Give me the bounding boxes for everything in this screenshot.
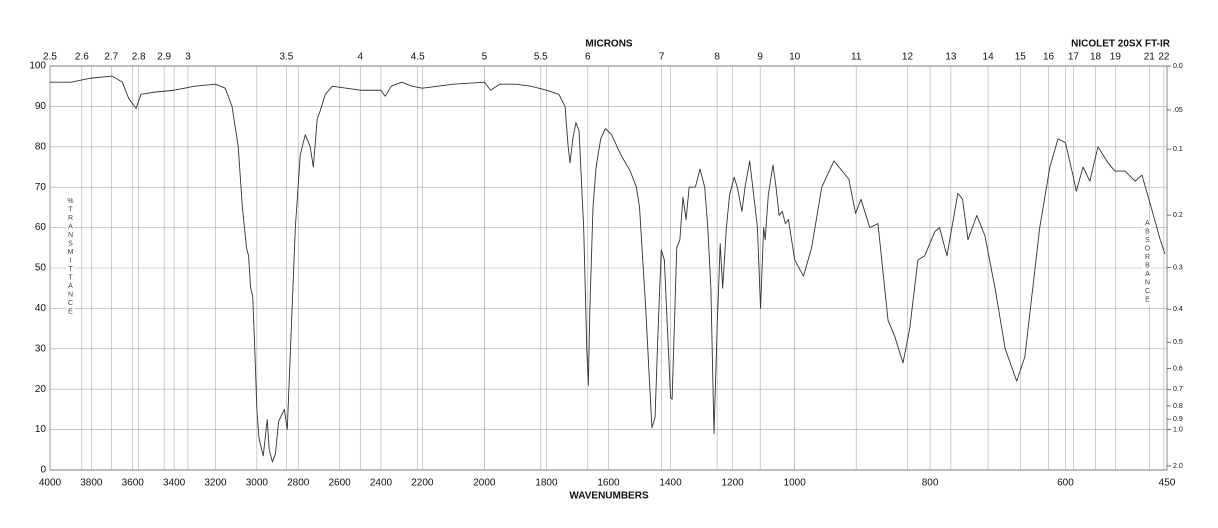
y2-tick-label: .05 [1173, 107, 1183, 114]
y-tick-label: 60 [35, 222, 47, 233]
x2-tick-label: 22 [1158, 52, 1170, 63]
x2-tick-label: 19 [1110, 52, 1122, 63]
y2-tick-label: 0.9 [1173, 416, 1183, 423]
x-tick-label: 800 [922, 478, 939, 489]
x2-tick-label: 6 [585, 52, 591, 63]
x-tick-label: 1600 [597, 478, 620, 489]
y2-tick-label: 0.4 [1173, 306, 1183, 313]
y2-tick-label: 1.0 [1173, 426, 1183, 433]
x2-tick-label: 11 [851, 52, 862, 63]
y-tick-label: 20 [35, 384, 47, 395]
y-tick-label: 70 [35, 182, 47, 193]
y-tick-label: 30 [35, 343, 47, 354]
x2-tick-label: 2.8 [132, 52, 146, 63]
x-tick-label: 3000 [246, 478, 269, 489]
x-tick-label: 1800 [535, 478, 558, 489]
y-tick-label: 80 [35, 141, 47, 152]
x-tick-label: 1400 [659, 478, 682, 489]
x-tick-label: 2200 [411, 478, 434, 489]
y2-tick-label: 0.2 [1173, 212, 1183, 219]
x2-tick-label: 4 [357, 52, 363, 63]
x2-tick-label: 5 [482, 52, 488, 63]
x2-tick-label: 15 [1015, 52, 1027, 63]
x2-tick-label: 8 [714, 52, 720, 63]
x-tick-label: 1000 [784, 478, 807, 489]
x2-tick-label: 2.7 [104, 52, 118, 63]
x-tick-label: 2000 [473, 478, 496, 489]
x-tick-label: 2600 [328, 478, 351, 489]
y2-axis-label: ABSORBANCE [1143, 220, 1151, 305]
spectrum-line [50, 75, 1166, 463]
x-tick-label: 4000 [39, 478, 62, 489]
x2-tick-label: 21 [1144, 52, 1156, 63]
y-tick-label: 40 [35, 303, 47, 314]
x-tick-label: 450 [1159, 478, 1176, 489]
y2-tick-label: 0.8 [1173, 403, 1183, 410]
x2-tick-label: 3.5 [279, 52, 293, 63]
x2-axis-label: MICRONS [585, 39, 633, 50]
x-tick-label: 3200 [204, 478, 227, 489]
x-tick-label: 3600 [122, 478, 145, 489]
x2-tick-label: 12 [902, 52, 914, 63]
x2-tick-label: 2.6 [75, 52, 89, 63]
x-axis-label: WAVENUMBERS [569, 491, 649, 502]
y-tick-label: 50 [35, 263, 47, 274]
y-tick-label: 90 [35, 101, 47, 112]
x2-tick-label: 18 [1090, 52, 1102, 63]
x2-tick-label: 2.9 [157, 52, 171, 63]
y2-tick-label: 0.1 [1173, 146, 1183, 153]
y-tick-label: 0 [40, 465, 46, 476]
y2-tick-label: 0.3 [1173, 264, 1183, 271]
y2-tick-label: 0.6 [1173, 365, 1183, 372]
x2-tick-label: 3 [185, 52, 191, 63]
x2-tick-label: 16 [1043, 52, 1055, 63]
y2-tick-label: 0.7 [1173, 386, 1183, 393]
y2-tick-label: 0.5 [1173, 339, 1183, 346]
x2-tick-label: 13 [945, 52, 957, 63]
x2-tick-label: 4.5 [411, 52, 425, 63]
x2-tick-label: 17 [1068, 52, 1080, 63]
x2-tick-label: 9 [757, 52, 763, 63]
x-tick-label: 600 [1057, 478, 1074, 489]
chart-title: NICOLET 20SX FT-IR [1071, 39, 1171, 50]
x2-tick-label: 14 [983, 52, 995, 63]
x2-tick-label: 5.5 [534, 52, 548, 63]
x-tick-label: 2400 [370, 478, 393, 489]
y-tick-label: 100 [29, 61, 46, 72]
x-tick-label: 2800 [287, 478, 310, 489]
y2-tick-label: 0.0 [1173, 63, 1183, 70]
y-axis-label: %TRANSMITTANCE [66, 198, 74, 317]
x-tick-label: 3400 [163, 478, 186, 489]
y-tick-label: 10 [35, 424, 47, 435]
x2-tick-label: 2.5 [43, 52, 57, 63]
x2-tick-label: 7 [659, 52, 665, 63]
x2-tick-label: 10 [789, 52, 801, 63]
x-tick-label: 1200 [721, 478, 744, 489]
x-tick-label: 3800 [80, 478, 103, 489]
y2-tick-label: 2.0 [1173, 463, 1183, 470]
